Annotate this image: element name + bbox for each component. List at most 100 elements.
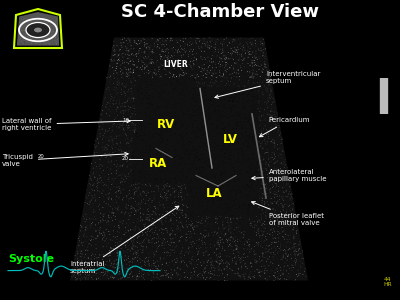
Point (153, 212, 160, 217)
Point (121, 248, 127, 253)
Point (194, 110, 201, 115)
Point (181, 122, 187, 127)
Point (251, 92, 258, 97)
Point (209, 128, 215, 132)
Point (252, 269, 258, 274)
Point (245, 165, 252, 170)
Point (21, 31, 27, 36)
Point (225, 57, 231, 62)
Point (213, 171, 220, 176)
Point (214, 273, 221, 278)
Point (242, 262, 248, 267)
Point (140, 228, 146, 232)
Point (21, 18, 28, 23)
Point (258, 158, 264, 163)
Point (92, 152, 98, 157)
Point (91, 152, 98, 157)
Point (218, 56, 225, 61)
Point (236, 204, 242, 209)
Point (148, 249, 155, 254)
Point (272, 129, 278, 134)
Point (177, 235, 184, 240)
Point (100, 133, 106, 138)
Point (160, 202, 166, 207)
Point (175, 162, 182, 167)
Point (236, 92, 242, 97)
Point (126, 188, 132, 193)
Point (122, 243, 129, 248)
Point (184, 238, 190, 242)
Point (186, 199, 193, 204)
Point (283, 252, 290, 256)
Point (104, 259, 110, 264)
Point (289, 268, 295, 273)
Point (247, 63, 253, 68)
Point (184, 79, 190, 84)
Point (128, 196, 134, 200)
Point (164, 232, 170, 237)
Point (34, 40, 41, 45)
Point (39, 17, 45, 22)
Point (127, 70, 133, 74)
Point (136, 174, 143, 179)
Point (200, 73, 206, 78)
Point (261, 184, 268, 188)
Point (254, 184, 260, 188)
Point (124, 141, 130, 146)
Point (123, 72, 129, 77)
Point (146, 96, 153, 101)
Point (124, 164, 130, 169)
Point (121, 35, 128, 40)
Point (238, 266, 245, 270)
Point (212, 134, 218, 139)
Point (138, 130, 144, 134)
Point (217, 70, 223, 75)
Point (259, 269, 265, 274)
Point (254, 242, 261, 246)
Point (163, 240, 170, 245)
Point (271, 115, 278, 119)
Point (163, 103, 169, 108)
Point (271, 195, 278, 200)
Point (117, 239, 124, 244)
Point (166, 147, 172, 152)
Point (203, 197, 210, 202)
Point (136, 128, 142, 132)
Point (243, 232, 250, 237)
Point (228, 76, 234, 80)
Point (227, 65, 234, 70)
Point (267, 228, 273, 233)
Point (230, 139, 237, 143)
Point (258, 130, 264, 134)
Point (187, 59, 194, 64)
Point (206, 115, 212, 120)
Point (118, 76, 124, 80)
Point (101, 211, 107, 216)
Point (98, 233, 105, 238)
Point (224, 43, 231, 48)
Point (206, 164, 212, 169)
Point (157, 111, 163, 116)
Point (76, 234, 83, 239)
Point (289, 275, 295, 280)
Point (152, 268, 158, 273)
Point (228, 220, 234, 225)
Point (171, 190, 178, 195)
Point (107, 108, 113, 113)
Point (222, 128, 228, 133)
Point (91, 192, 98, 197)
Point (228, 113, 234, 118)
Point (191, 269, 198, 274)
Point (25, 18, 31, 23)
Point (112, 52, 118, 57)
Point (188, 212, 194, 217)
Point (214, 108, 220, 112)
Point (281, 205, 287, 210)
Point (251, 53, 258, 58)
Point (220, 126, 227, 131)
Point (53, 29, 59, 34)
Point (244, 266, 250, 271)
Point (219, 63, 226, 68)
Point (114, 85, 120, 90)
Point (130, 182, 137, 187)
